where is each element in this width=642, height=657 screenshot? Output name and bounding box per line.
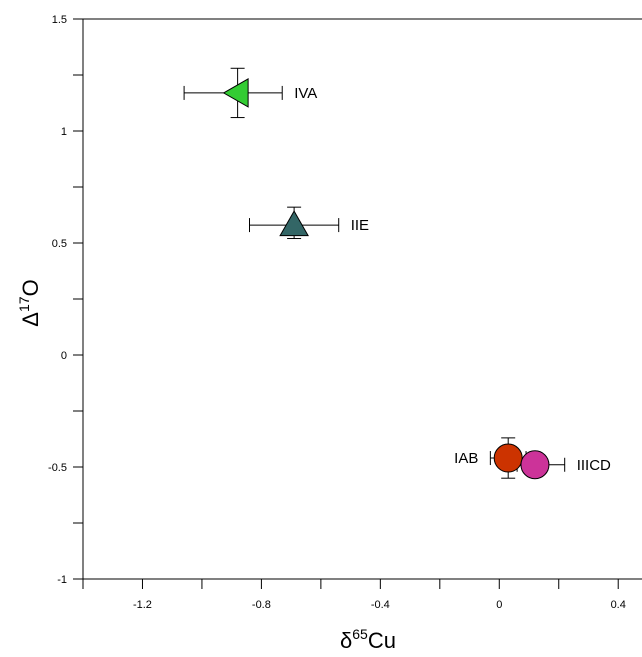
label-iie: IIE <box>351 217 369 234</box>
y-tick-label: 0.5 <box>52 238 67 250</box>
error-bars <box>183 67 566 479</box>
label-iab: IAB <box>454 450 478 467</box>
x-tick-label: -0.4 <box>371 599 390 611</box>
axes <box>82 18 642 580</box>
point-labels: IVA IIE IAB IIICD <box>294 85 611 474</box>
y-tick-label: -1 <box>57 574 67 586</box>
y-ticks: -1 -0.5 0 0.5 1 1.5 <box>48 14 83 586</box>
marker-iiicd <box>520 450 550 480</box>
marker-iab <box>493 443 523 473</box>
x-ticks: -1.2 -0.8 -0.4 0 0.4 <box>82 579 626 611</box>
x-axis-title: δ65Cu <box>340 626 396 653</box>
x-tick-label: 0.4 <box>611 599 626 611</box>
y-tick-label: 1 <box>61 126 67 138</box>
label-iva: IVA <box>294 85 317 102</box>
x-tick-label: -1.2 <box>133 599 152 611</box>
markers <box>222 78 550 480</box>
y-tick-label: 0 <box>61 350 67 362</box>
y-axis-title: Δ17O <box>16 279 43 326</box>
marker-iie <box>279 210 309 237</box>
y-tick-label: -0.5 <box>48 462 67 474</box>
label-iiicd: IIICD <box>577 457 611 474</box>
x-tick-label: -0.8 <box>252 599 271 611</box>
x-tick-label: 0 <box>496 599 502 611</box>
y-tick-label: 1.5 <box>52 14 67 26</box>
marker-iva <box>222 78 249 108</box>
